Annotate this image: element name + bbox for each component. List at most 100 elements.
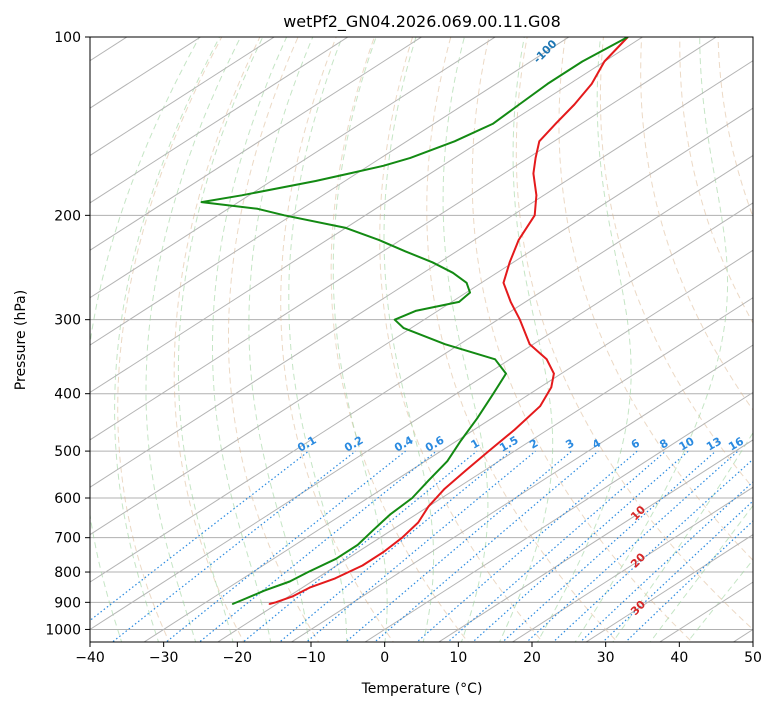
x-tick-label: 0 bbox=[380, 650, 389, 666]
dewpoint-point bbox=[402, 327, 405, 329]
dewpoint-point bbox=[494, 358, 496, 361]
temperature-point bbox=[545, 358, 548, 361]
temperature-point bbox=[308, 586, 311, 589]
isotherm-line bbox=[90, 60, 753, 488]
y-tick-label: 800 bbox=[54, 565, 81, 581]
mixing-ratio-line bbox=[501, 450, 717, 642]
y-axis-label: Pressure (hPa) bbox=[13, 290, 29, 390]
dewpoint-point bbox=[378, 239, 380, 241]
isotherm-line bbox=[364, 391, 753, 642]
y-tick-label: 900 bbox=[54, 595, 81, 611]
temperature-point bbox=[401, 536, 403, 539]
dewpoint-point bbox=[393, 318, 396, 321]
dewpoint-point bbox=[345, 227, 347, 229]
temperature-point bbox=[603, 60, 606, 63]
moist-adiabat bbox=[442, 37, 489, 642]
dewpoint-point bbox=[476, 417, 479, 420]
temperature-point bbox=[361, 564, 364, 567]
dry-adiabat bbox=[330, 37, 469, 642]
temperature-point bbox=[443, 488, 445, 491]
x-tick-label: −20 bbox=[223, 650, 253, 666]
dewpoint-point bbox=[356, 544, 359, 546]
dewpoint-point bbox=[307, 571, 310, 573]
temperature-point bbox=[509, 301, 512, 303]
moist-adiabat bbox=[288, 37, 348, 642]
dewpoint-point bbox=[263, 589, 266, 592]
temperature-point bbox=[513, 428, 516, 431]
dry-adiabat bbox=[515, 37, 753, 631]
isotherm-line bbox=[90, 37, 349, 204]
dewpoint-point bbox=[452, 272, 454, 274]
temperature-point bbox=[534, 157, 537, 159]
dewpoint-point bbox=[444, 343, 446, 346]
x-axis-label: Temperature (°C) bbox=[361, 681, 483, 697]
axes: −40 −30 −20 −10 0 10 20 30 40 50 100 200 300 400 500 60… bbox=[45, 30, 762, 666]
isotherm-line bbox=[437, 439, 753, 642]
temperature-point bbox=[487, 450, 490, 452]
dry-adiabat bbox=[379, 37, 544, 642]
temperature-point bbox=[533, 214, 536, 217]
dewpoint-point bbox=[458, 301, 460, 303]
dry-adiabat bbox=[117, 37, 223, 642]
dewpoint-point bbox=[411, 497, 414, 499]
temperature-point bbox=[550, 386, 553, 389]
temperature-point bbox=[508, 261, 511, 264]
isotherm-line bbox=[216, 297, 753, 642]
moist-adiabat bbox=[145, 37, 242, 642]
isotherm-line bbox=[290, 344, 753, 642]
mixing-ratio-line bbox=[344, 450, 573, 642]
temperature-point bbox=[427, 505, 430, 508]
x-tick-label: −30 bbox=[149, 650, 179, 666]
dewpoint-point bbox=[518, 103, 520, 106]
dewpoint-point bbox=[505, 372, 507, 375]
mixing-ratio-line bbox=[111, 450, 356, 642]
isotherm-line bbox=[90, 107, 753, 536]
dewpoint-point bbox=[465, 282, 468, 284]
mixing-ratio-line bbox=[278, 450, 512, 642]
y-tick-label: 100 bbox=[54, 30, 81, 46]
temperature-point bbox=[553, 372, 555, 375]
mixing-ratio-line bbox=[624, 520, 753, 642]
temperature-point bbox=[382, 551, 385, 553]
temperature-point bbox=[538, 140, 541, 143]
x-tick-label: 10 bbox=[449, 650, 467, 666]
isotherm-line bbox=[90, 37, 644, 394]
mixing-ratio-line bbox=[305, 450, 536, 642]
moist-adiabat bbox=[536, 37, 632, 642]
chart-title: wetPf2_GN04.2026.069.00.11.G08 bbox=[283, 12, 561, 32]
temperature-point bbox=[555, 122, 557, 125]
dry-adiabat bbox=[471, 37, 693, 642]
y-tick-label: 700 bbox=[54, 531, 81, 547]
temperature-point bbox=[268, 603, 271, 605]
dewpoint-point bbox=[200, 201, 203, 203]
x-tick-label: 30 bbox=[597, 650, 615, 666]
dewpoint-point bbox=[314, 180, 317, 182]
x-tick-label: 50 bbox=[744, 650, 762, 666]
moist-adiabat bbox=[574, 37, 729, 642]
isotherm-line bbox=[90, 202, 753, 631]
plot-frame bbox=[89, 36, 754, 643]
dewpoint-point bbox=[256, 208, 259, 210]
dewpoint-point bbox=[404, 250, 407, 253]
plot-content: 0.10.20.40.611.52346810131620253036-100-… bbox=[90, 37, 771, 642]
dry-adiabat bbox=[173, 37, 261, 642]
dewpoint-point bbox=[453, 140, 456, 143]
mixing-ratio-label: 20 bbox=[751, 434, 771, 453]
mixing-ratio-line bbox=[198, 450, 437, 642]
dewpoint-point bbox=[382, 165, 385, 167]
dewpoint-point bbox=[372, 529, 374, 531]
temperature-point bbox=[275, 601, 277, 604]
temperature-point bbox=[502, 282, 505, 284]
temperature-point bbox=[535, 194, 538, 197]
temperature-point bbox=[517, 239, 520, 241]
y-tick-label: 500 bbox=[54, 444, 81, 460]
temperature-point bbox=[573, 103, 576, 106]
mixing-ratio-line bbox=[471, 450, 689, 642]
temperature-point bbox=[532, 172, 535, 175]
temperature-profile-line bbox=[269, 37, 629, 605]
dry-adiabat bbox=[558, 37, 753, 561]
y-tick-label: 400 bbox=[54, 387, 81, 403]
isotherm-line bbox=[90, 37, 423, 251]
isotherm-line bbox=[90, 37, 570, 346]
dewpoint-point bbox=[348, 172, 351, 175]
